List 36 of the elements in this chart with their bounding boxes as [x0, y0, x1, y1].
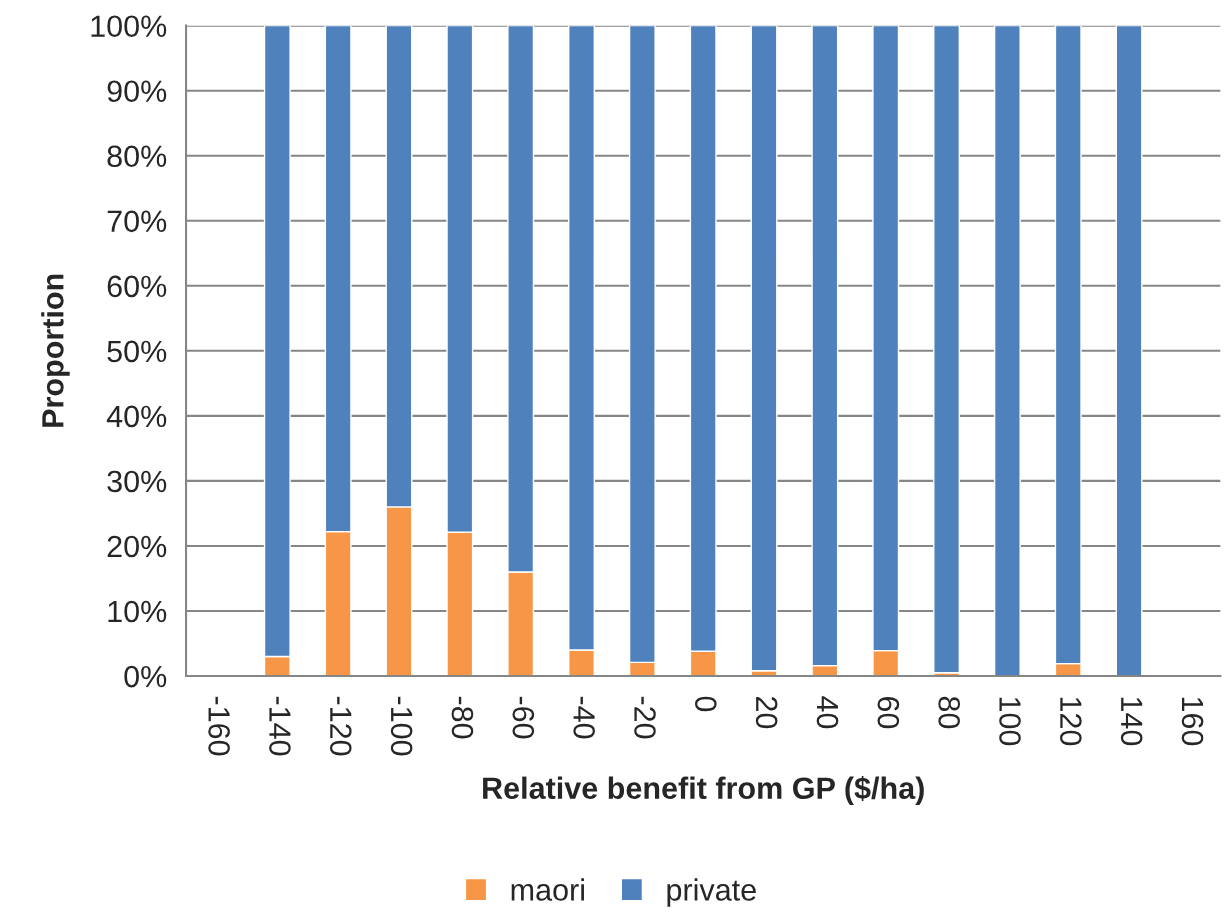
legend-label: maori [511, 878, 584, 901]
bar [933, 25, 961, 674]
y-tick-label: 90% [107, 80, 167, 103]
x-tick-label: -80 [451, 696, 474, 739]
x-tick-label: -120 [329, 696, 352, 756]
y-tick-label: 10% [108, 600, 167, 623]
x-tick-label: -40 [573, 696, 595, 739]
bar [993, 25, 1021, 677]
x-tick-label: -140 [269, 696, 291, 756]
x-tick-label: -60 [512, 696, 535, 739]
x-tick-label: -100 [390, 696, 413, 756]
x-tick-label: 40 [816, 696, 839, 729]
x-tick-label: 160 [1181, 697, 1204, 746]
x-tick-label: 120 [1060, 697, 1082, 746]
y-tick-label: 0% [124, 665, 167, 688]
y-tick-label: 50% [107, 340, 167, 363]
y-axis-title: Proportion [41, 274, 70, 427]
x-tick-label: 100 [999, 697, 1021, 746]
x-tick-label: 140 [1120, 697, 1143, 746]
bar [750, 25, 778, 672]
y-tick-label: 30% [107, 470, 167, 493]
x-tick-label: -160 [208, 696, 230, 756]
x-tick-label: 60 [877, 697, 900, 729]
x-tick-label: 0 [694, 696, 717, 712]
y-tick-label: 40% [106, 405, 167, 428]
y-tick-label: 20% [107, 535, 167, 558]
x-tick-label: -20 [634, 696, 656, 739]
y-tick-label: 60% [107, 275, 167, 298]
x-axis-title: Relative benefit from GP ($/ha) [483, 776, 924, 806]
y-tick-label: 100% [91, 15, 167, 38]
bar [1115, 25, 1143, 677]
x-tick-label: 20 [755, 696, 778, 729]
x-tick-label: 80 [938, 696, 960, 729]
y-tick-label: 70% [107, 210, 167, 233]
legend-label: private [667, 878, 756, 907]
y-tick-label: 80% [107, 145, 167, 168]
